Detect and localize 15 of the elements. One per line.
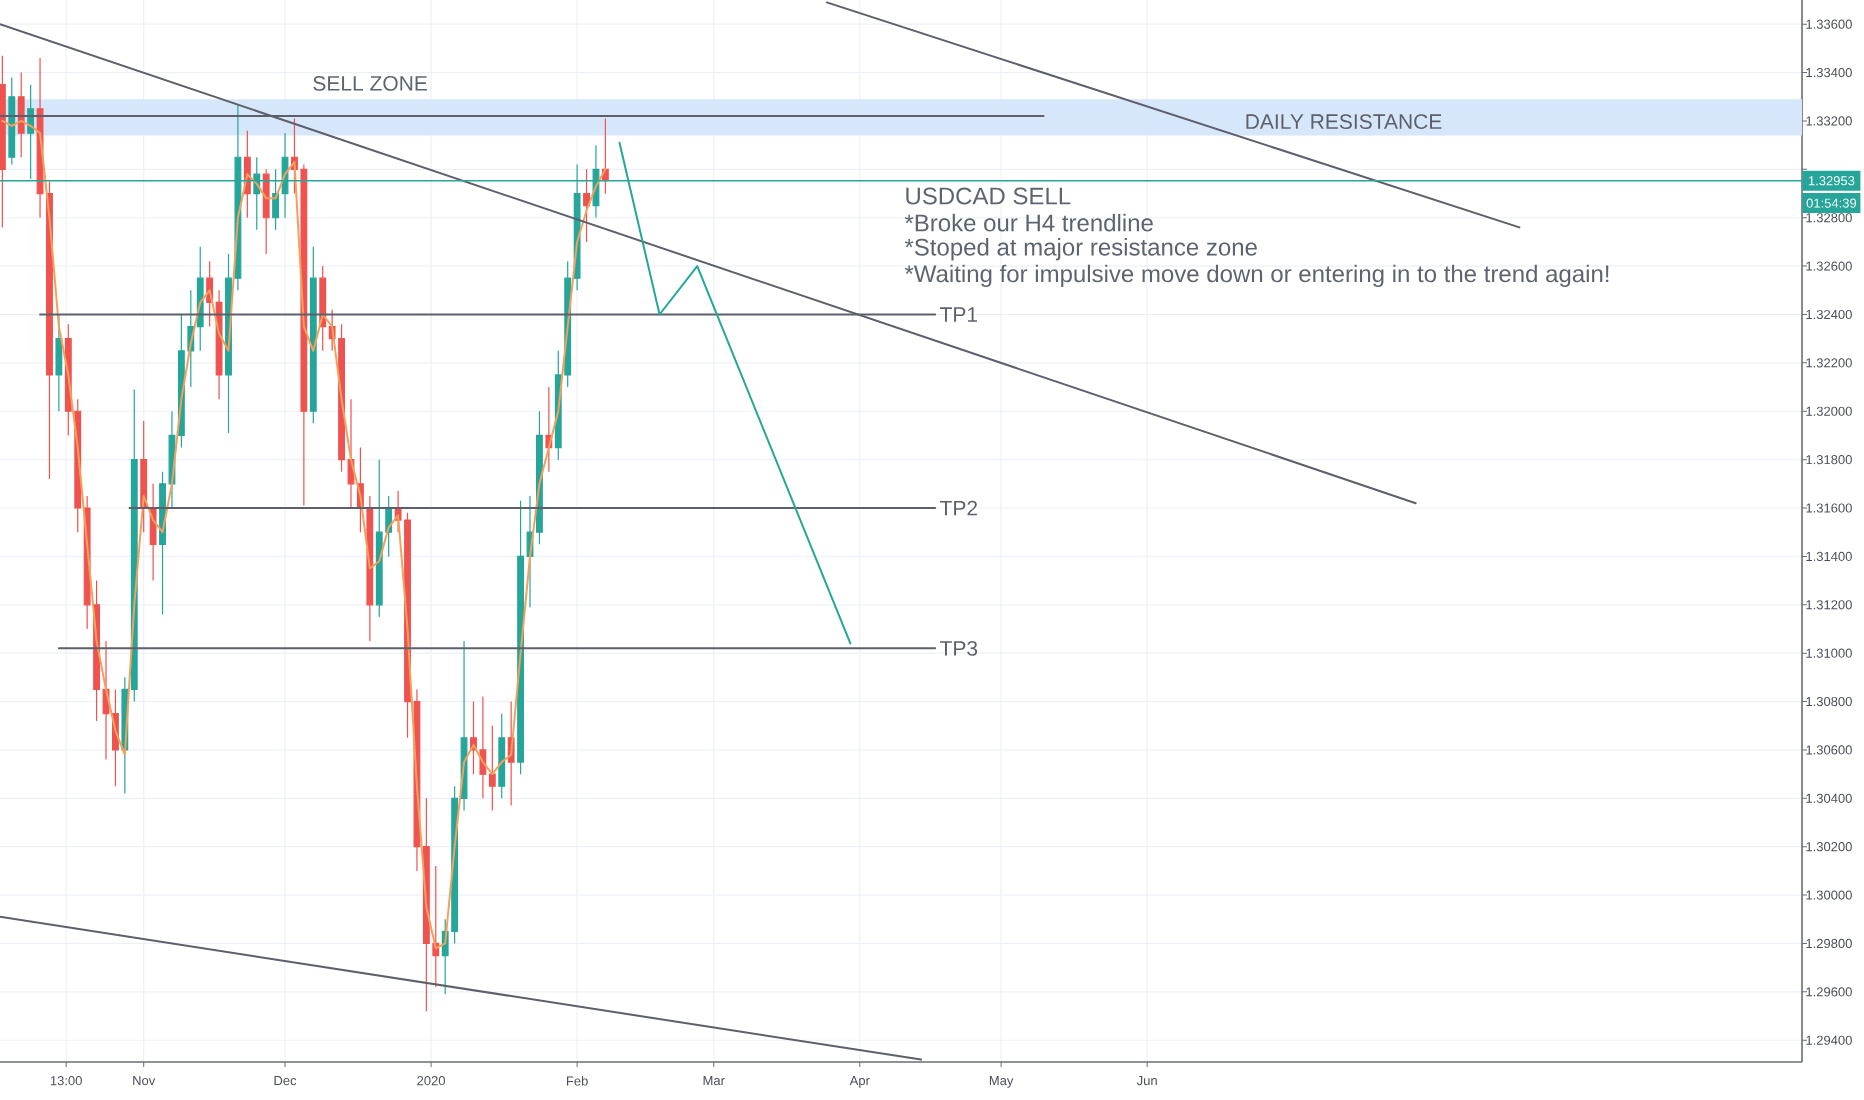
candlestick — [0, 55, 6, 228]
series-label: TP1 — [940, 307, 978, 322]
series-label: TP2 — [940, 500, 978, 516]
series-label: TP3 — [940, 640, 978, 656]
annotation: *Stoped at major resistance zone — [904, 238, 1257, 261]
candlestick — [55, 313, 63, 412]
series-label: DAILY RESISTANCE — [1246, 114, 1442, 130]
annotation: *Broke our H4 trendline — [904, 213, 1153, 232]
candlestick — [498, 713, 506, 799]
band-label: SELL ZONE — [313, 75, 427, 91]
candlestick — [8, 76, 16, 166]
candlestick — [309, 246, 317, 424]
annotation: *Waiting for impulsive move down or entering in to the trend again! — [904, 264, 1609, 288]
annotation: USDCAD SELL — [906, 187, 1071, 205]
line-series — [1, 119, 607, 950]
